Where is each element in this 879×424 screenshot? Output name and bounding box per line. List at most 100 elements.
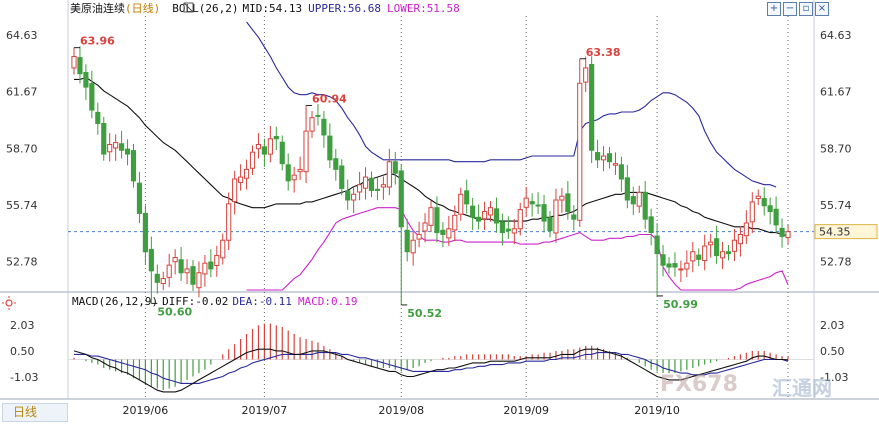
candle bbox=[684, 250, 690, 278]
candle bbox=[476, 204, 482, 230]
close-icon[interactable]: × bbox=[815, 2, 829, 16]
candle bbox=[529, 193, 535, 217]
macd-tick-left: -1.03 bbox=[10, 371, 38, 384]
price-tick-left: 55.74 bbox=[6, 199, 38, 212]
watermark-brand: FX678 bbox=[660, 372, 738, 397]
candle bbox=[196, 261, 202, 298]
candle bbox=[648, 208, 654, 246]
candle bbox=[517, 202, 523, 236]
candle bbox=[505, 216, 511, 239]
candle bbox=[351, 186, 357, 213]
candle bbox=[77, 46, 83, 84]
candle bbox=[333, 148, 339, 181]
candle bbox=[600, 146, 607, 172]
candle bbox=[731, 228, 738, 262]
candle bbox=[291, 166, 297, 193]
boll-upper-line bbox=[246, 21, 777, 188]
price-tick-left: 58.70 bbox=[6, 142, 38, 155]
candle bbox=[148, 236, 154, 304]
date-tick: 2019/07 bbox=[242, 404, 288, 417]
candle bbox=[327, 123, 333, 169]
candle bbox=[243, 159, 250, 190]
candle bbox=[255, 133, 262, 159]
period-tab-daily[interactable]: 日线 bbox=[2, 403, 68, 422]
candle bbox=[315, 104, 321, 126]
candle bbox=[345, 179, 351, 210]
candle bbox=[749, 192, 755, 234]
candle bbox=[708, 233, 714, 258]
candle bbox=[273, 126, 279, 151]
candle bbox=[404, 218, 410, 262]
current-price-label: 54.35 bbox=[819, 226, 851, 239]
candle bbox=[249, 145, 256, 175]
candle bbox=[559, 187, 565, 213]
candle bbox=[184, 259, 190, 285]
candle bbox=[232, 170, 238, 215]
price-annotations: 63.96 50.60 60.94 50.52 63.38 50.99 bbox=[74, 35, 698, 320]
price-tick-left: 52.78 bbox=[6, 256, 38, 269]
candle bbox=[166, 253, 172, 288]
candle bbox=[297, 156, 303, 180]
candle bbox=[190, 259, 196, 291]
candle bbox=[309, 111, 315, 138]
extreme-price-label: 50.99 bbox=[663, 298, 698, 311]
candle bbox=[755, 189, 761, 206]
candle bbox=[160, 271, 166, 291]
candle bbox=[595, 139, 601, 169]
candle bbox=[511, 218, 517, 245]
candle bbox=[220, 233, 226, 265]
candle bbox=[618, 156, 624, 192]
candle bbox=[410, 231, 416, 266]
restore-icon[interactable]: ▫ bbox=[799, 2, 813, 16]
candle bbox=[565, 181, 571, 220]
candle bbox=[321, 111, 327, 148]
candle bbox=[208, 249, 214, 278]
boll-lower-value: LOWER:51.58 bbox=[387, 2, 460, 15]
macd-tick-right: 0.50 bbox=[820, 345, 845, 358]
candle bbox=[583, 56, 589, 92]
price-tick-right: 61.67 bbox=[820, 85, 852, 98]
extreme-price-label: 63.38 bbox=[586, 46, 621, 59]
macd-diff-value: DIFF:-0.02 bbox=[162, 295, 228, 308]
candle bbox=[71, 47, 77, 75]
candle bbox=[464, 179, 470, 214]
boll-upper-value: UPPER:56.68 bbox=[308, 2, 381, 15]
macd-diff-line bbox=[73, 348, 789, 393]
extreme-price-label: 50.52 bbox=[407, 307, 442, 320]
indicator-header: 美原油连续(日线) BOLL(26,2) MID:54.13 UPPER:56.68 L… bbox=[70, 1, 460, 15]
candle bbox=[119, 130, 125, 159]
settings-icon[interactable] bbox=[2, 296, 16, 310]
candle bbox=[702, 234, 708, 271]
candle bbox=[83, 64, 89, 100]
candle bbox=[654, 223, 660, 296]
extreme-price-label: 63.96 bbox=[80, 35, 115, 48]
price-tick-left: 61.67 bbox=[6, 85, 38, 98]
boll-lower-line bbox=[246, 207, 789, 291]
candle bbox=[446, 215, 452, 247]
candle bbox=[238, 164, 244, 191]
candle bbox=[124, 139, 131, 166]
period-tag: (日线) bbox=[125, 1, 160, 15]
candle bbox=[577, 58, 583, 228]
watermark-cn: 汇通网 bbox=[772, 376, 832, 400]
candle bbox=[303, 105, 309, 183]
candle bbox=[767, 197, 773, 225]
boll-toggle-icon[interactable] bbox=[183, 2, 194, 13]
candle bbox=[660, 245, 666, 277]
candle bbox=[386, 148, 392, 196]
candle bbox=[136, 171, 143, 224]
date-tick: 2019/08 bbox=[378, 404, 424, 417]
candle bbox=[154, 264, 160, 294]
candle bbox=[666, 257, 672, 274]
macd-hist-value: MACD:0.19 bbox=[298, 295, 358, 308]
macd-tick-left: 0.50 bbox=[10, 345, 35, 358]
zoom-out-icon[interactable]: − bbox=[783, 2, 797, 16]
candle bbox=[487, 200, 494, 222]
candle bbox=[416, 221, 422, 248]
candle bbox=[612, 152, 619, 175]
candle bbox=[690, 241, 696, 273]
candle bbox=[696, 248, 702, 267]
candle bbox=[380, 176, 386, 200]
zoom-in-icon[interactable]: + bbox=[767, 2, 781, 16]
